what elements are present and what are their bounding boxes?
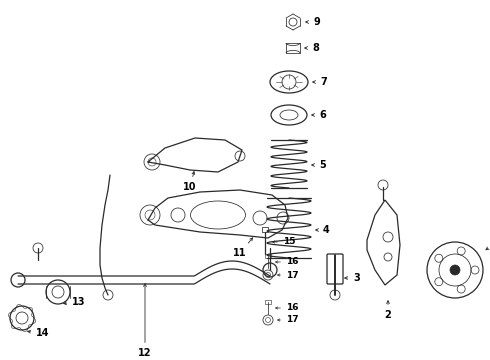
Bar bbox=[265, 300, 271, 304]
Text: 17: 17 bbox=[277, 270, 298, 279]
Text: 17: 17 bbox=[277, 315, 298, 324]
Text: 9: 9 bbox=[306, 17, 320, 27]
Text: 2: 2 bbox=[385, 301, 392, 320]
Bar bbox=[265, 254, 271, 258]
Text: 4: 4 bbox=[316, 225, 330, 235]
Text: 1: 1 bbox=[486, 237, 490, 250]
Circle shape bbox=[450, 265, 460, 275]
Text: 14: 14 bbox=[28, 328, 49, 338]
Text: 8: 8 bbox=[305, 43, 319, 53]
Text: 10: 10 bbox=[183, 172, 197, 192]
Text: 6: 6 bbox=[312, 110, 326, 120]
Text: 16: 16 bbox=[275, 303, 298, 312]
Bar bbox=[262, 227, 268, 232]
Text: 3: 3 bbox=[344, 273, 360, 283]
Text: 7: 7 bbox=[313, 77, 327, 87]
Text: 11: 11 bbox=[233, 238, 253, 258]
Text: 12: 12 bbox=[138, 284, 152, 358]
Text: 5: 5 bbox=[312, 160, 326, 170]
Text: 15: 15 bbox=[272, 238, 295, 247]
Text: 16: 16 bbox=[275, 257, 298, 266]
Text: 13: 13 bbox=[64, 297, 85, 307]
